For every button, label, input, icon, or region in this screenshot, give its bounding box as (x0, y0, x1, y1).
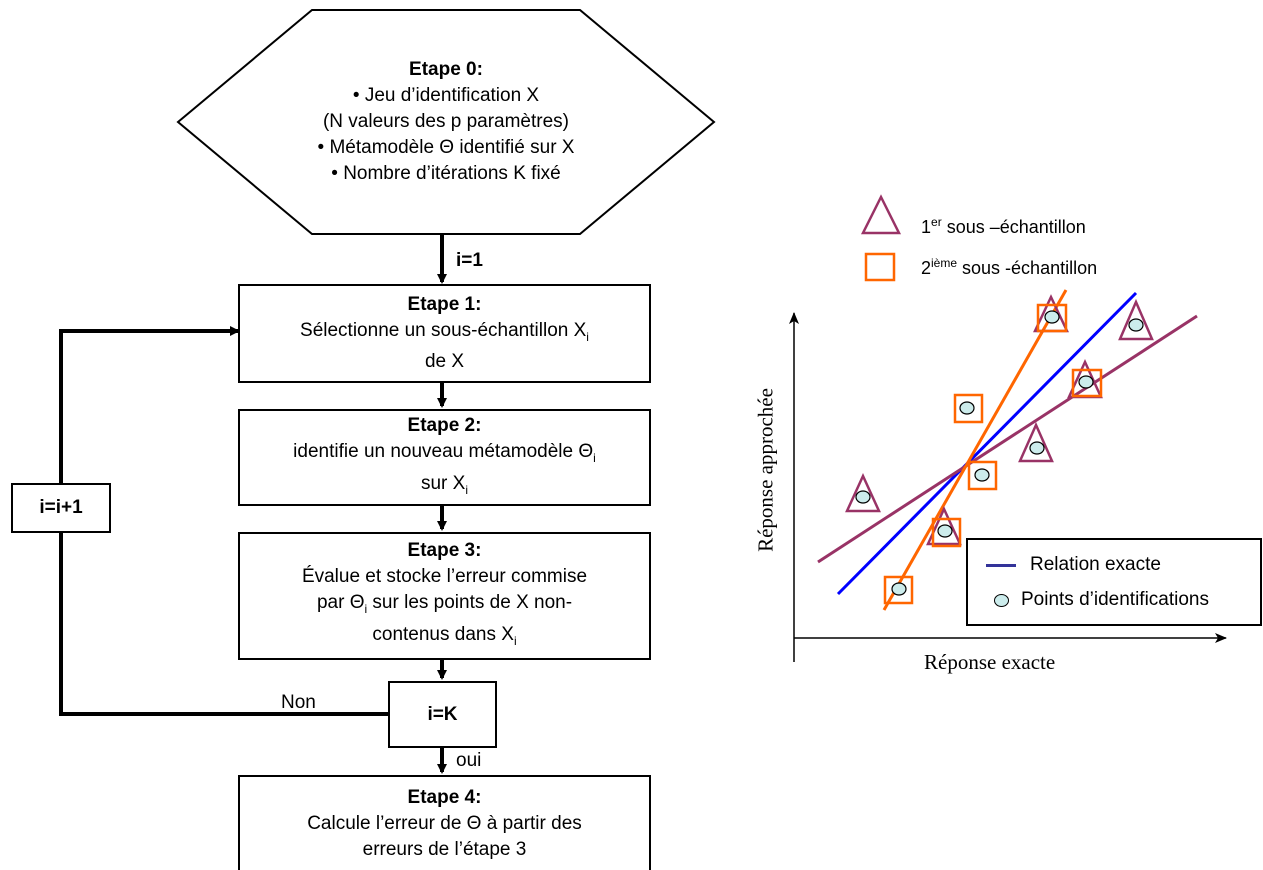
yes-label: oui (456, 750, 482, 771)
square-marker (1071, 368, 1103, 398)
identification-point (1128, 318, 1144, 332)
step0-line: • Jeu d’identification X (352, 85, 540, 106)
no-label: Non (281, 692, 316, 713)
increment-box: i=i+1 (11, 483, 111, 533)
step3-title: Etape 3: (407, 540, 482, 562)
decision-label: i=K (427, 703, 458, 725)
step3-line1: Évalue et stocke l’erreur commise (301, 566, 588, 588)
square-marker (931, 517, 962, 548)
step1-line2: de X (424, 351, 465, 373)
step1-line1: Sélectionne un sous-échantillon Xi (300, 319, 589, 344)
legend-square-marker (864, 252, 896, 282)
step4-box: Etape 4: Calcule l’erreur de Θ à partir … (238, 775, 651, 870)
identification-point (959, 401, 975, 415)
identification-point (855, 490, 871, 504)
step2-line1: identifie un nouveau métamodèle Θi (293, 440, 596, 465)
step0-line: (N valeurs des p paramètres) (322, 111, 570, 132)
legend-first-subsample: 1er sous –échantillon (921, 215, 1086, 237)
step3-box: Etape 3: Évalue et stocke l’erreur commi… (238, 532, 651, 660)
square-marker (967, 460, 998, 491)
exact-relation-line (836, 291, 1138, 596)
legend-second-subsample: 2ième sous -échantillon (921, 256, 1098, 278)
step3-line3: contenus dans Xi (372, 624, 517, 648)
triangle-marker (1018, 421, 1054, 463)
y-axis-label: Réponse approchée (753, 388, 778, 552)
step2-box: Etape 2: identifie un nouveau métamodèle… (238, 409, 651, 506)
step4-line1: Calcule l’erreur de Θ à partir des (307, 812, 582, 834)
legend-triangle-marker (860, 194, 902, 235)
step2-title: Etape 2: (407, 414, 482, 436)
chart-legend: Relation exacte Points d’identifications (966, 538, 1262, 626)
identification-point (974, 468, 990, 482)
step4-title: Etape 4: (407, 786, 482, 808)
identification-point (937, 524, 953, 538)
identification-point (1078, 375, 1094, 389)
identification-point (1044, 310, 1060, 324)
triangle-marker (845, 472, 881, 513)
x-axis-label: Réponse exacte (924, 650, 1056, 674)
step0-line: • Métamodèle Θ identifié sur X (317, 137, 575, 158)
identification-point (891, 582, 907, 596)
square-marker (1036, 303, 1068, 333)
triangle-marker (1118, 298, 1154, 341)
i-init-label: i=1 (456, 250, 483, 271)
legend-item-points: Points d’identifications (968, 585, 1209, 615)
step0-title: Etape 0: (409, 59, 483, 80)
identification-point (1029, 441, 1045, 455)
increment-label: i=i+1 (39, 497, 83, 518)
triangle-fit-line (817, 314, 1198, 564)
legend-item-exact: Relation exacte (968, 550, 1161, 580)
legend-line-swatch (986, 563, 1016, 567)
decision-box: i=K (388, 681, 497, 748)
step0-hexagon (176, 9, 716, 235)
step2-line2: sur Xi (420, 472, 469, 497)
square-fit-line (882, 289, 1068, 611)
step1-box: Etape 1: Sélectionne un sous-échantillon… (238, 284, 651, 383)
square-marker (883, 575, 914, 605)
step1-title: Etape 1: (407, 293, 482, 315)
square-marker (953, 393, 984, 424)
step0-content: Etape 0: • Jeu d’identification X (N val… (178, 10, 714, 234)
step4-line2: erreurs de l’étape 3 (362, 838, 527, 860)
step0-line: • Nombre d’itérations K fixé (331, 163, 561, 184)
step3-line2: par Θi sur les points de X non- (316, 592, 573, 616)
triangle-marker (926, 505, 962, 546)
legend-circle-swatch (994, 593, 1009, 607)
